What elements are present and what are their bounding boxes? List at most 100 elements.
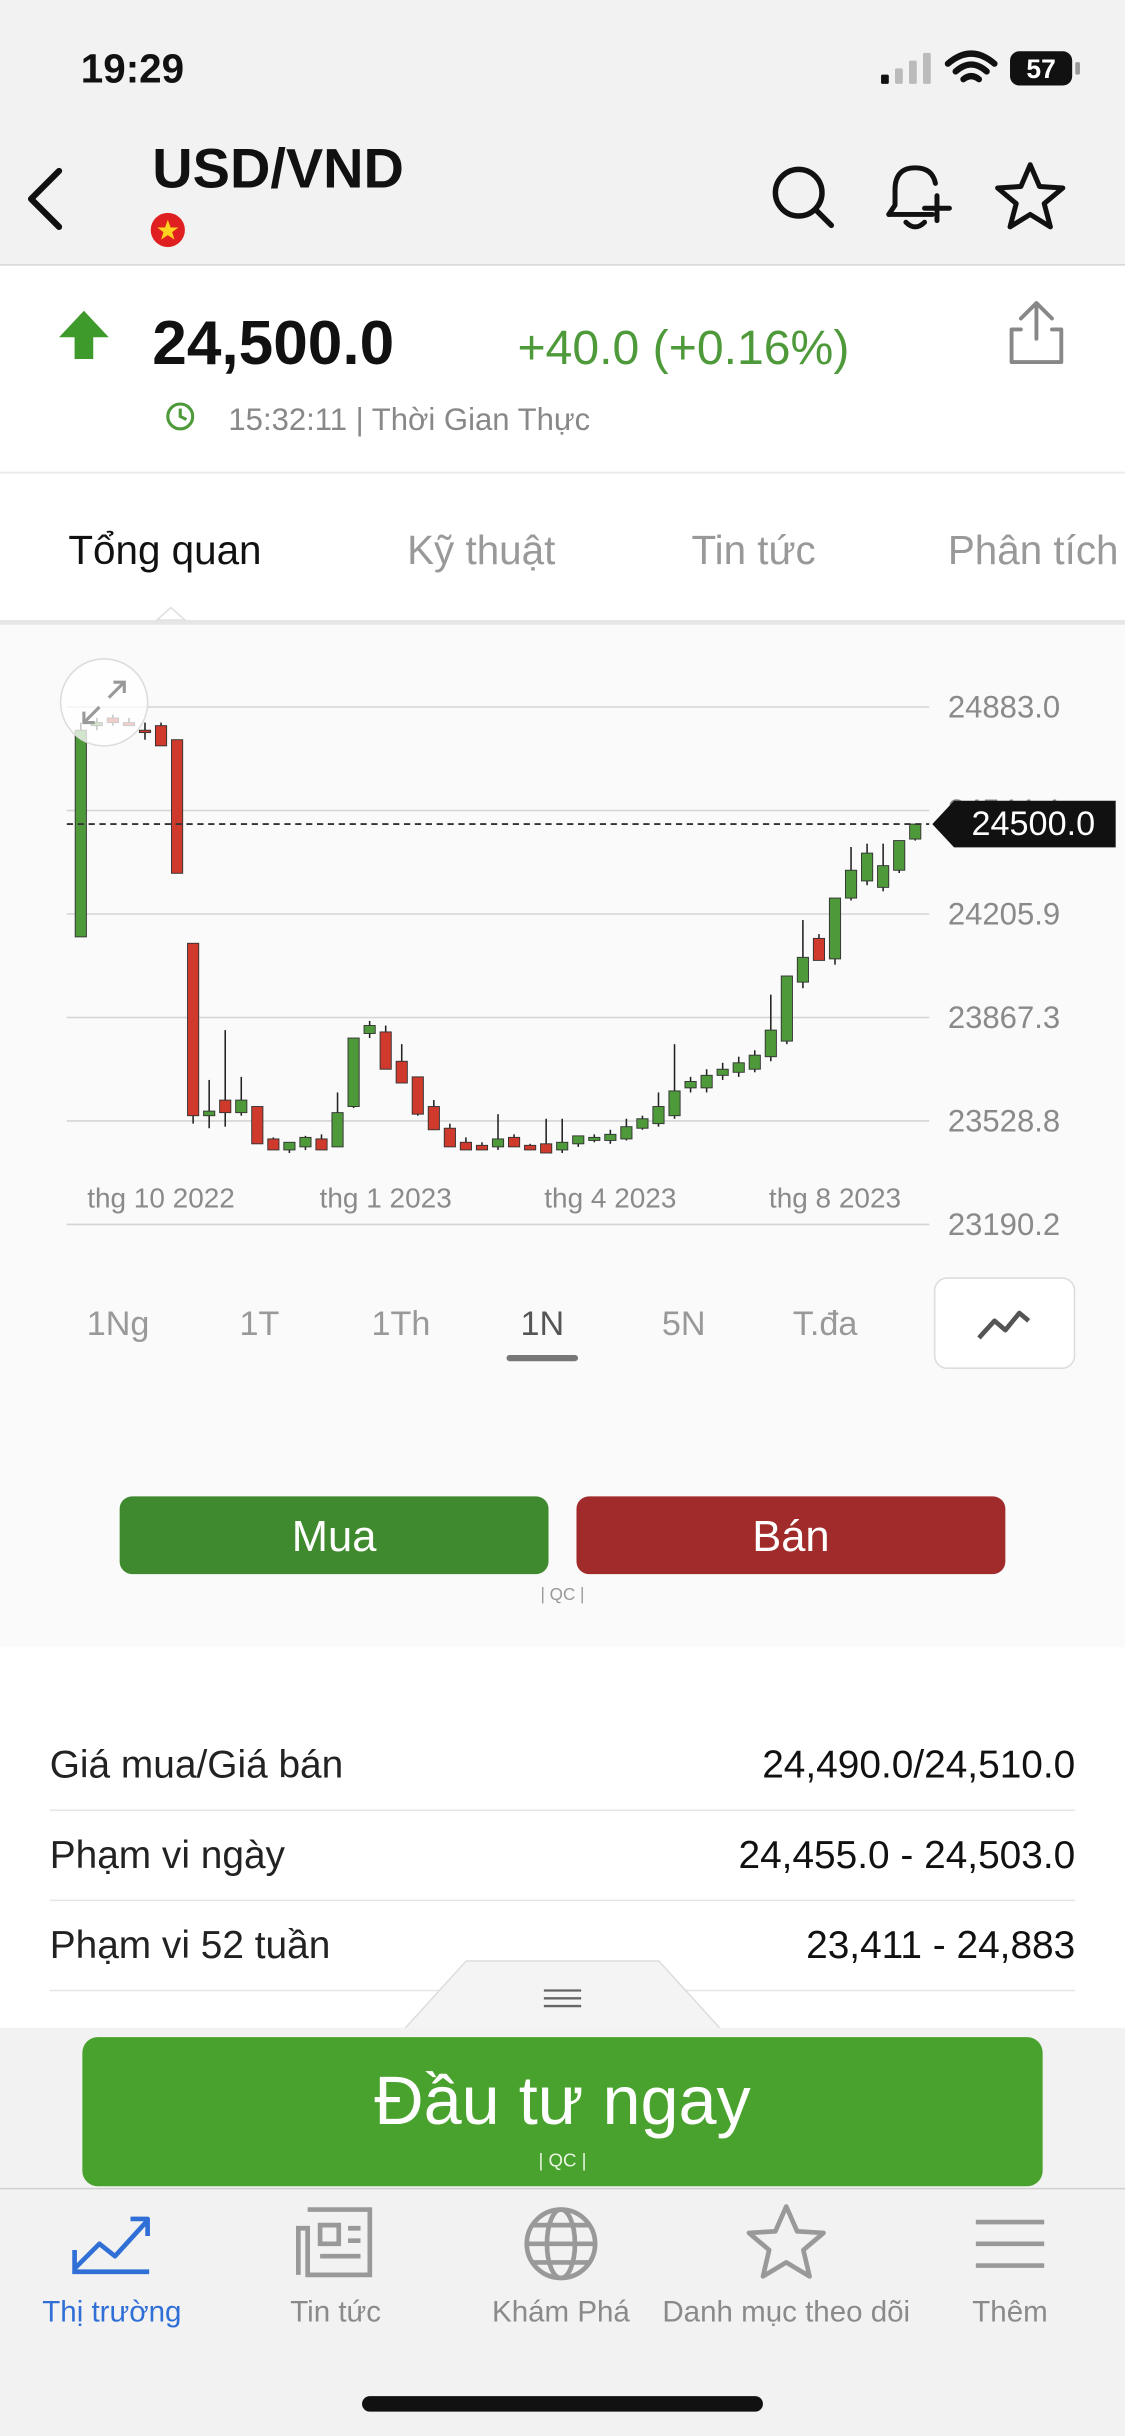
battery-icon xyxy=(1010,51,1073,86)
tabs-bg xyxy=(0,473,1125,620)
candle-body xyxy=(251,1106,264,1145)
handle-icon xyxy=(543,1989,582,2008)
stat-value: 23,411 - 24,883 xyxy=(806,1924,1075,1967)
x-tick-label: thg 10 2022 xyxy=(87,1183,235,1214)
chart-type-icon xyxy=(977,1310,1031,1340)
candle-body xyxy=(427,1106,440,1131)
page-title: USD/VND xyxy=(152,136,404,199)
candle-body xyxy=(716,1068,729,1076)
candle-body xyxy=(893,840,906,871)
range-option[interactable]: T.đa xyxy=(793,1305,858,1343)
candle-body xyxy=(219,1099,232,1114)
buy-label: Mua xyxy=(292,1513,377,1561)
candle-body xyxy=(347,1037,360,1107)
last-price-label: 24500.0 xyxy=(972,805,1096,843)
nav-label[interactable]: Danh mục theo dõi xyxy=(662,2296,910,2329)
candle-body xyxy=(604,1133,617,1141)
share-button[interactable] xyxy=(1009,301,1064,364)
candle-body xyxy=(74,729,87,938)
sell-button[interactable] xyxy=(576,1496,1006,1575)
signal-icon xyxy=(881,52,931,84)
expand-button[interactable] xyxy=(59,658,149,747)
cta-label: Đầu tư ngay xyxy=(374,2063,751,2139)
nav-icon xyxy=(524,2207,598,2281)
candle-body xyxy=(187,942,200,1117)
nav-icon xyxy=(296,2207,373,2278)
back-button[interactable] xyxy=(27,167,63,230)
cta-button[interactable] xyxy=(82,2037,1043,2187)
candle-body xyxy=(540,1143,553,1154)
watch-button[interactable] xyxy=(995,162,1066,230)
battery-cap xyxy=(1075,62,1080,75)
flag-star xyxy=(157,219,179,240)
range-option[interactable]: 5N xyxy=(662,1305,706,1343)
battery-level: 57 xyxy=(1026,54,1055,84)
candle-body xyxy=(138,729,152,734)
nav-icons xyxy=(72,2204,1045,2281)
cta-ad-label: | QC | xyxy=(539,2149,587,2170)
candle-body xyxy=(395,1060,408,1084)
quote-time: 15:32:11 | Thời Gian Thực xyxy=(228,402,590,437)
nav-labels: Thị trường Tin tức Khám Phá Danh mục theo d… xyxy=(42,2296,1047,2329)
candle-body xyxy=(524,1144,537,1151)
tab-notch xyxy=(154,606,187,621)
range-option[interactable]: 1T xyxy=(240,1305,280,1343)
nav-label[interactable]: Tin tức xyxy=(290,2296,381,2329)
chart-type-button[interactable] xyxy=(933,1277,1076,1369)
stats-table: Giá mua/Giá bán 24,490.0/24,510.0 Phạm vi … xyxy=(49,1744,1075,1992)
stat-value: 24,490.0/24,510.0 xyxy=(762,1744,1075,1787)
tab[interactable]: Phân tích xyxy=(948,527,1119,573)
y-tick-label: 24883.0 xyxy=(948,690,1060,725)
tab[interactable]: Kỹ thuật xyxy=(407,527,555,573)
candle-body xyxy=(877,865,890,888)
tab[interactable]: Tin tức xyxy=(691,527,815,573)
candle-body xyxy=(700,1074,713,1089)
range-selector: 1Ng 1T 1Th 1N 5N T.đa xyxy=(87,1305,858,1362)
candle-body xyxy=(572,1135,585,1145)
candle-body xyxy=(508,1136,521,1148)
candle-body xyxy=(764,1029,777,1058)
buy-button[interactable] xyxy=(119,1496,549,1575)
candle-body xyxy=(171,739,184,874)
home-indicator xyxy=(362,2396,763,2412)
stat-label: Giá mua/Giá bán xyxy=(50,1744,344,1787)
range-option[interactable]: 1N xyxy=(520,1305,564,1343)
up-arrow xyxy=(59,310,109,359)
candle-body xyxy=(780,975,793,1042)
price: 24,500.0 xyxy=(152,309,394,378)
candle-body xyxy=(443,1127,456,1148)
range-underline xyxy=(506,1354,579,1362)
nav-label[interactable]: Thị trường xyxy=(42,2296,181,2329)
nav-label[interactable]: Khám Phá xyxy=(492,2296,630,2329)
candle-body xyxy=(588,1136,601,1141)
candle-body xyxy=(668,1090,681,1117)
range-option[interactable]: 1Ng xyxy=(87,1305,150,1343)
tab[interactable]: Tổng quan xyxy=(68,527,261,573)
candle-body xyxy=(861,852,874,882)
alert-button[interactable] xyxy=(886,165,952,230)
candle-body xyxy=(283,1141,296,1151)
stat-value: 24,455.0 - 24,503.0 xyxy=(738,1834,1075,1877)
nav-icon xyxy=(746,2204,826,2279)
search-button[interactable] xyxy=(772,166,835,229)
candle-body xyxy=(828,897,842,960)
nav-icon xyxy=(72,2216,150,2271)
clock-icon xyxy=(166,402,195,431)
x-tick-label: thg 4 2023 xyxy=(544,1183,676,1214)
stat-label: Phạm vi ngày xyxy=(50,1834,286,1877)
candle-body xyxy=(909,823,922,840)
nav-icon xyxy=(975,2219,1045,2268)
ad-label: | QC | xyxy=(541,1585,585,1604)
range-option[interactable]: 1Th xyxy=(371,1305,430,1343)
candle-body xyxy=(363,1025,376,1034)
tab-bar xyxy=(0,2187,1125,2436)
stat-label: Phạm vi 52 tuần xyxy=(50,1924,331,1967)
tabs: Tổng quan Kỹ thuật Tin tức Phân tích xyxy=(68,527,1118,573)
candle-body xyxy=(796,956,809,983)
candle-body xyxy=(154,725,168,747)
nav-label[interactable]: Thêm xyxy=(972,2296,1047,2329)
x-tick-label: thg 8 2023 xyxy=(769,1183,901,1214)
